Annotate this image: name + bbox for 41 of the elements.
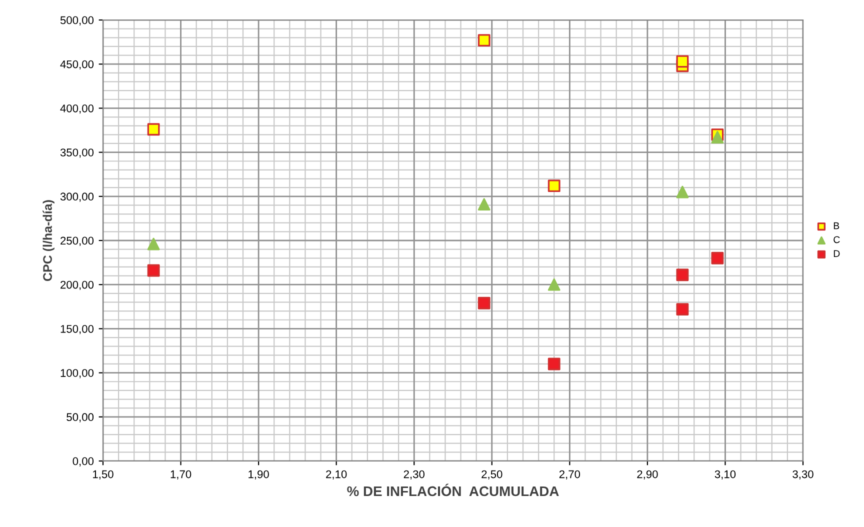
x-tick-label: 2,10 [326, 470, 347, 480]
y-tick-label: 400,00 [60, 104, 94, 114]
point [676, 268, 689, 282]
point [676, 55, 689, 68]
y-tick-label: 0,00 [72, 457, 94, 466]
x-tick-label: 2,30 [404, 470, 424, 480]
x-axis-title: % DE INFLACIÓN ACUMULADA [347, 484, 559, 496]
point [147, 238, 160, 250]
x-tick-label: 3,10 [714, 470, 736, 480]
y-tick-label: 500,00 [60, 16, 94, 26]
point [147, 123, 160, 136]
y-tick-label: 300,00 [60, 192, 94, 202]
y-tick-label: 50,00 [66, 413, 94, 422]
point [711, 131, 724, 144]
point [478, 296, 490, 310]
x-tick-label: 2,50 [482, 470, 502, 480]
x-tick-label: 3,30 [792, 470, 814, 480]
x-tick-label: 2,70 [559, 470, 580, 480]
legend-label: D [834, 250, 840, 257]
y-tick-label: 350,00 [60, 148, 94, 158]
point [676, 303, 689, 316]
point [548, 180, 560, 192]
point [478, 198, 490, 211]
point [147, 264, 160, 277]
y-tick-label: 250,00 [60, 236, 94, 246]
point [548, 278, 560, 291]
y-tick-label: 450,00 [60, 60, 94, 70]
x-tick-label: 1,70 [170, 470, 192, 480]
point [711, 252, 724, 264]
y-tick-label: 150,00 [60, 324, 94, 334]
point [478, 34, 490, 46]
point [548, 358, 560, 370]
x-tick-label: 2,90 [637, 470, 658, 480]
y-tick-label: 200,00 [60, 280, 94, 290]
x-tick-label: 1,90 [248, 470, 269, 480]
x-tick-label: 1,50 [93, 470, 114, 480]
y-tick-label: 100,00 [60, 369, 94, 378]
legend-label: C [834, 236, 840, 244]
y-axis-title: CPC (l/ha-día) [42, 200, 54, 281]
legend-label: B [834, 222, 840, 230]
point [676, 186, 689, 198]
